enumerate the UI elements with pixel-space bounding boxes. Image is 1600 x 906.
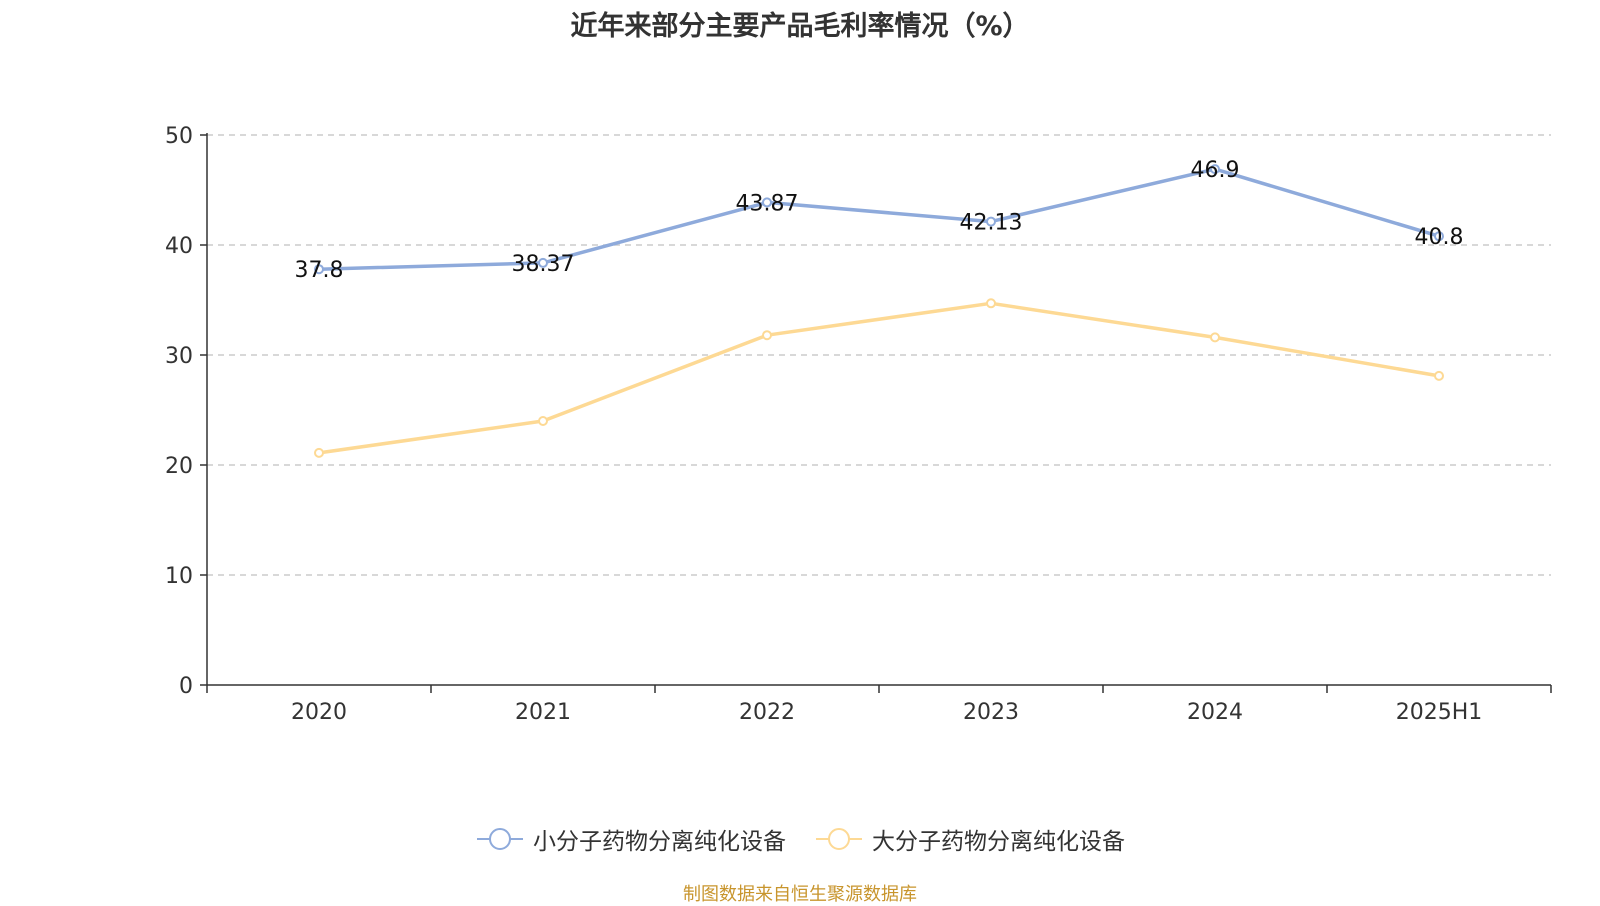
axes: 0 10 20 30 40 50 2020 2021 2022 2023 2024 2025H1 xyxy=(165,124,1552,725)
data-point-1 xyxy=(314,447,324,458)
data-label: 46.9 xyxy=(1191,158,1240,183)
data-point-1 xyxy=(538,416,548,426)
data-point-1 xyxy=(762,330,772,341)
y-tick-label: 40 xyxy=(165,234,193,259)
legend-marker-small-molecule xyxy=(477,828,523,850)
chart-title: 近年来部分主要产品毛利率情况（%） xyxy=(570,11,1030,42)
data-point-0 xyxy=(314,264,324,275)
data-point-0 xyxy=(1210,164,1220,175)
y-tick-label: 10 xyxy=(165,564,193,589)
data-point-1 xyxy=(986,298,996,309)
legend-item-small-molecule[interactable]: 小分子药物分离纯化设备 xyxy=(475,822,786,856)
x-tick-label: 2022 xyxy=(739,700,795,725)
source-note: 制图数据来自恒生聚源数据库 xyxy=(683,884,917,905)
data-point-0 xyxy=(762,197,772,208)
grid-lines xyxy=(207,134,1551,576)
y-tick-label: 50 xyxy=(165,124,193,149)
data-point-0 xyxy=(1434,231,1444,242)
y-tick-label: 20 xyxy=(165,454,193,479)
data-label: 38.37 xyxy=(512,252,575,277)
x-tick-label: 2024 xyxy=(1187,700,1243,725)
data-label: 42.13 xyxy=(960,211,1023,236)
series-line-1 xyxy=(318,301,1440,455)
series-line-0 xyxy=(318,167,1440,271)
legend: 小分子药物分离纯化设备 大分子药物分离纯化设备 xyxy=(0,822,1600,856)
data-label: 40.8 xyxy=(1415,225,1464,250)
legend-marker-large-molecule xyxy=(816,828,862,850)
legend-item-large-molecule[interactable]: 大分子药物分离纯化设备 xyxy=(814,822,1125,856)
data-point-1 xyxy=(1434,370,1444,381)
data-label: 43.87 xyxy=(736,191,799,216)
y-tick-label: 30 xyxy=(165,344,193,369)
data-point-0 xyxy=(986,216,996,227)
x-tick-label: 2020 xyxy=(291,700,347,725)
x-tick-label: 2025H1 xyxy=(1396,700,1483,725)
legend-label-large-molecule: 大分子药物分离纯化设备 xyxy=(872,829,1125,855)
data-point-1 xyxy=(1210,332,1220,343)
legend-label-small-molecule: 小分子药物分离纯化设备 xyxy=(533,829,786,855)
data-label: 37.8 xyxy=(295,258,344,283)
data-point-0 xyxy=(538,257,548,268)
x-tick-label: 2021 xyxy=(515,700,571,725)
series-lines xyxy=(314,164,1444,458)
x-tick-label: 2023 xyxy=(963,700,1019,725)
y-tick-label: 0 xyxy=(179,674,193,699)
data-labels: 37.8 38.37 43.87 42.13 46.9 40.8 xyxy=(295,158,1464,283)
